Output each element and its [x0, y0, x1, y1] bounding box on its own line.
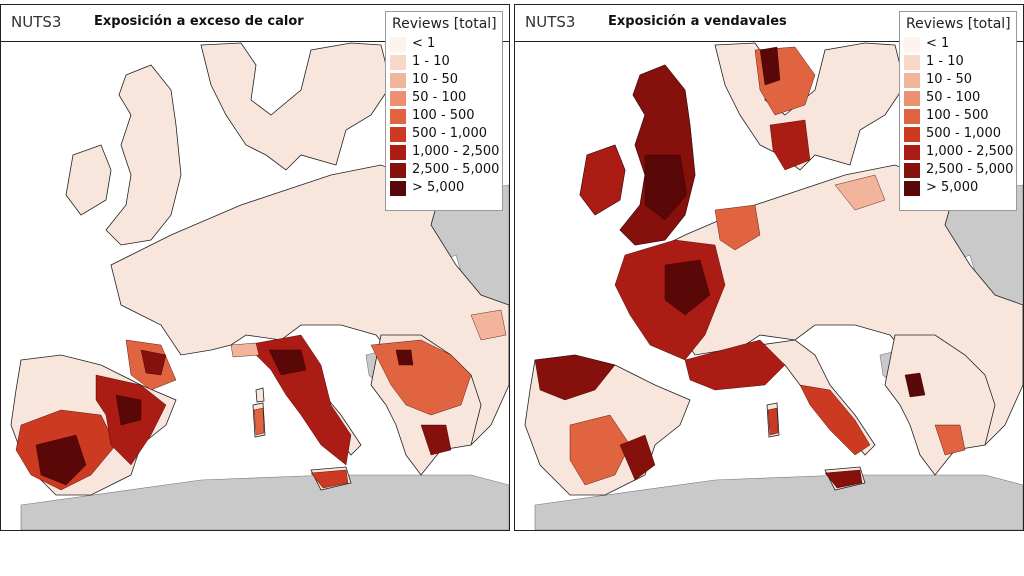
region-england-core — [644, 154, 688, 221]
region-balkans-heat — [370, 339, 472, 416]
region-murcia-wind — [619, 434, 656, 481]
land-ireland — [65, 144, 112, 216]
grey-region-north-africa — [20, 474, 509, 530]
region-norway-coast — [759, 46, 781, 86]
hazard-regions — [534, 46, 966, 489]
region-zaragoza — [140, 349, 167, 376]
region-sardinia-heat — [253, 407, 265, 436]
land-corsica — [255, 387, 265, 403]
region-italy-south-wind — [799, 384, 871, 456]
nuts-label: NUTS3 — [11, 13, 62, 31]
hazard-regions — [15, 309, 507, 491]
land-scandinavia — [714, 42, 906, 171]
region-poland-coast-wind — [834, 174, 886, 211]
legend-title: Reviews [total] — [392, 16, 497, 32]
region-sicily-wind — [824, 469, 863, 489]
region-med-coast-wind — [684, 339, 786, 391]
land-scandinavia — [200, 42, 392, 171]
legend-title: Reviews [total] — [906, 16, 1011, 32]
region-denmark-wind — [769, 119, 811, 171]
region-belgrade — [395, 349, 414, 366]
grey-region-north-africa — [534, 474, 1023, 530]
region-sicily-heat — [310, 469, 349, 489]
region-sardinia-wind — [767, 407, 779, 436]
region-croatia-wind — [904, 372, 926, 398]
region-ireland-wind — [579, 144, 626, 216]
panel-title: Exposición a exceso de calor — [94, 14, 304, 29]
region-po-valley — [268, 349, 307, 376]
region-provence — [230, 342, 260, 358]
region-romania-east — [470, 309, 507, 341]
region-italy-heat — [245, 334, 352, 466]
region-iberia-center-wind — [569, 414, 631, 486]
region-benelux-wind — [714, 204, 761, 251]
legend: Reviews [total] < 1 1 - 10 10 - 50 50 - … — [899, 11, 1017, 211]
panel-title: Exposición a vendavales — [608, 14, 787, 29]
region-greece-wind — [934, 424, 966, 456]
map-panel-heat: NUTS3 Exposición a exceso de calor Revie… — [0, 4, 510, 531]
region-valencia — [115, 394, 142, 426]
region-greece-heat — [420, 424, 452, 456]
nuts-label: NUTS3 — [525, 13, 576, 31]
region-paris-area — [664, 259, 711, 316]
land-britain — [105, 64, 182, 246]
legend: Reviews [total] < 1 1 - 10 10 - 50 50 - … — [385, 11, 503, 211]
map-heat — [10, 42, 509, 530]
region-iberia-north-wind — [534, 354, 616, 401]
region-seville — [35, 434, 87, 486]
map-panel-wind: NUTS3 Exposición a vendavales Reviews [t… — [514, 4, 1024, 531]
map-wind — [524, 42, 1023, 530]
